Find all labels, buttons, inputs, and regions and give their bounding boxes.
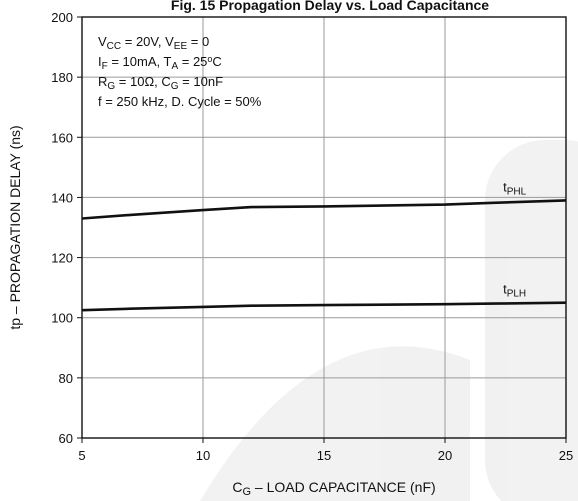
y-tick-label: 160 <box>51 130 73 145</box>
x-tick-label: 5 <box>78 448 85 463</box>
condition-line: f = 250 kHz, D. Cycle = 50% <box>98 94 262 109</box>
x-tick-label: 10 <box>196 448 210 463</box>
x-tick-label: 15 <box>317 448 331 463</box>
watermark-decoration <box>200 140 578 501</box>
series-label-plh: tPLH <box>503 282 526 300</box>
x-tick-labels: 5 10 15 20 25 <box>78 438 573 463</box>
grid-lines <box>82 17 566 438</box>
chart-title: Fig. 15 Propagation Delay vs. Load Capac… <box>171 0 489 13</box>
y-tick-labels: 60 80 100 120 140 160 180 200 <box>51 10 82 446</box>
y-axis-label: tp – PROPAGATION DELAY (ns) <box>7 125 23 329</box>
condition-line: VCC = 20V, VEE = 0 <box>98 34 209 52</box>
y-tick-label: 180 <box>51 70 73 85</box>
x-axis-label: CG – LOAD CAPACITANCE (nF) <box>232 479 435 498</box>
y-tick-label: 60 <box>59 431 73 446</box>
y-tick-label: 200 <box>51 10 73 25</box>
condition-line: IF = 10mA, TA = 25oC <box>98 54 222 72</box>
x-tick-label: 20 <box>438 448 452 463</box>
y-tick-label: 140 <box>51 190 73 205</box>
series-line-plh <box>81 301 567 312</box>
condition-line: RG = 10Ω, CG = 10nF <box>98 74 223 92</box>
y-tick-label: 120 <box>51 251 73 266</box>
y-tick-label: 100 <box>51 311 73 326</box>
x-tick-label: 25 <box>559 448 573 463</box>
test-conditions-box: VCC = 20V, VEE = 0 IF = 10mA, TA = 25oC RG… <box>98 34 262 109</box>
y-tick-label: 80 <box>59 371 73 386</box>
series-line-phl <box>81 199 567 220</box>
series-label-phl: tPHL <box>503 179 527 197</box>
